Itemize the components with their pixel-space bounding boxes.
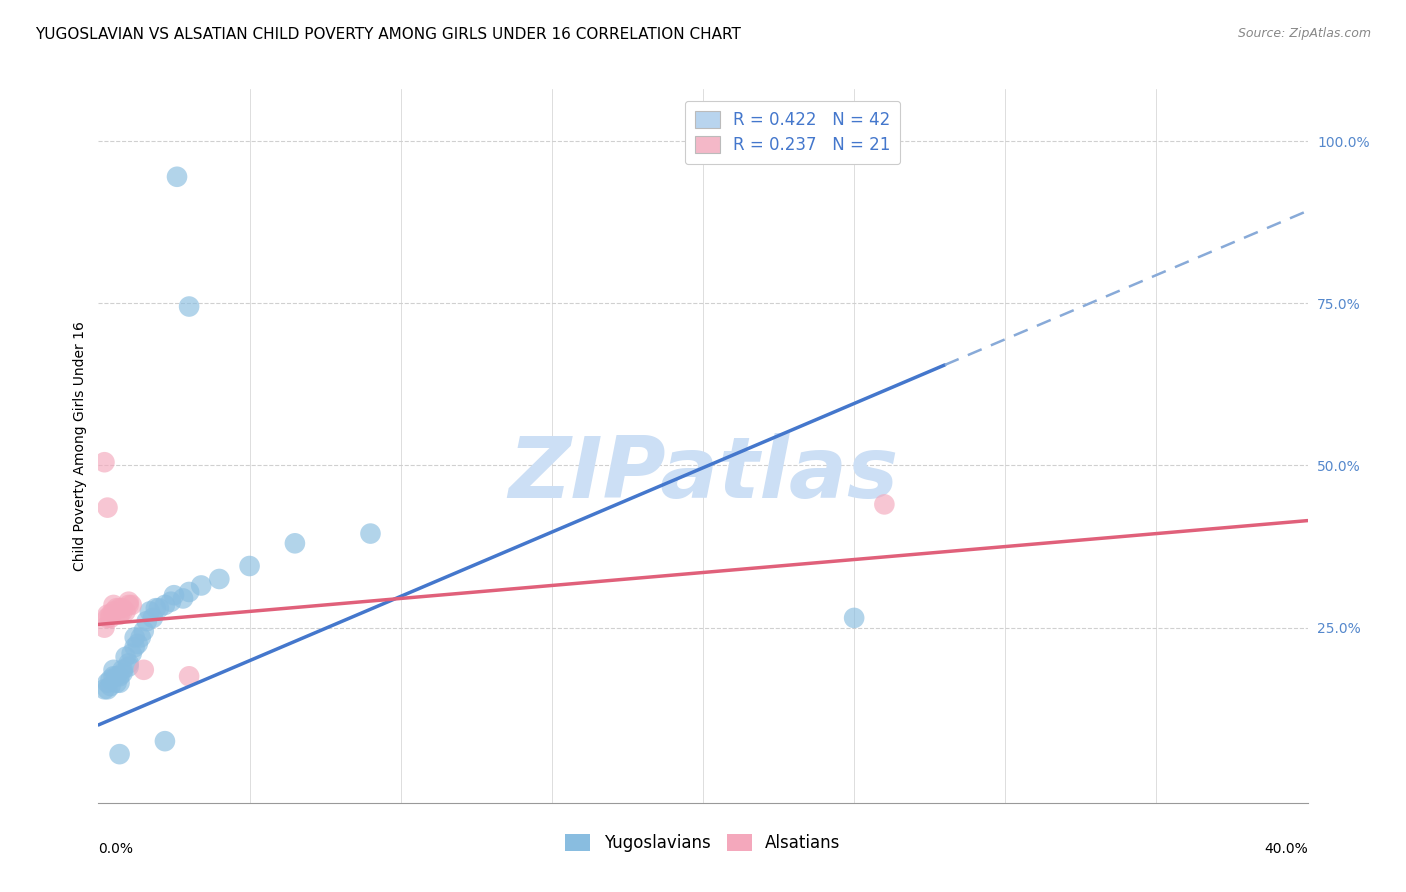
Point [103, 604, 125, 618]
Point [114, 649, 136, 664]
Point [96, 682, 118, 697]
Point [100, 673, 122, 687]
Point [96, 607, 118, 622]
Point [96, 500, 118, 515]
Point [111, 601, 134, 615]
Point [135, 614, 157, 628]
Point [153, 598, 176, 612]
Point [108, 601, 131, 615]
Point [166, 169, 188, 184]
Point [118, 659, 141, 673]
Point [93, 455, 115, 469]
Text: Source: ZipAtlas.com: Source: ZipAtlas.com [1237, 27, 1371, 40]
Point [153, 734, 176, 748]
Point [179, 585, 201, 599]
Point [108, 669, 131, 683]
Point [93, 621, 115, 635]
Point [179, 300, 201, 314]
Point [103, 598, 125, 612]
Point [127, 637, 149, 651]
Point [132, 624, 155, 638]
Point [284, 536, 307, 550]
Point [111, 663, 134, 677]
Point [103, 669, 125, 683]
Point [111, 604, 134, 618]
Point [118, 595, 141, 609]
Text: 0.0%: 0.0% [98, 842, 134, 856]
Point [148, 601, 170, 615]
Point [139, 604, 162, 618]
Point [96, 611, 118, 625]
Point [172, 591, 194, 606]
Point [100, 679, 122, 693]
Point [208, 572, 231, 586]
Point [100, 607, 122, 622]
Point [142, 611, 165, 625]
Point [108, 675, 131, 690]
Point [114, 604, 136, 618]
Point [160, 595, 183, 609]
Point [129, 631, 152, 645]
Point [118, 598, 141, 612]
Y-axis label: Child Poverty Among Girls Under 16: Child Poverty Among Girls Under 16 [73, 321, 87, 571]
Point [179, 669, 201, 683]
Point [124, 640, 146, 654]
Point [132, 663, 155, 677]
Point [124, 631, 146, 645]
Point [121, 647, 143, 661]
Text: 40.0%: 40.0% [1264, 842, 1308, 856]
Text: ZIPatlas: ZIPatlas [508, 433, 898, 516]
Point [121, 598, 143, 612]
Point [96, 675, 118, 690]
Point [108, 607, 131, 622]
Point [873, 497, 896, 511]
Point [105, 601, 128, 615]
Point [108, 747, 131, 761]
Point [844, 611, 866, 625]
Point [239, 559, 262, 574]
Point [163, 588, 186, 602]
Point [93, 682, 115, 697]
Text: YUGOSLAVIAN VS ALSATIAN CHILD POVERTY AMONG GIRLS UNDER 16 CORRELATION CHART: YUGOSLAVIAN VS ALSATIAN CHILD POVERTY AM… [35, 27, 741, 42]
Point [190, 578, 212, 592]
Point [105, 669, 128, 683]
Point [100, 611, 122, 625]
Point [111, 666, 134, 681]
Point [360, 526, 382, 541]
Point [118, 657, 141, 671]
Point [145, 601, 167, 615]
Legend: Yugoslavians, Alsatians: Yugoslavians, Alsatians [558, 827, 848, 859]
Point [105, 675, 128, 690]
Point [103, 663, 125, 677]
